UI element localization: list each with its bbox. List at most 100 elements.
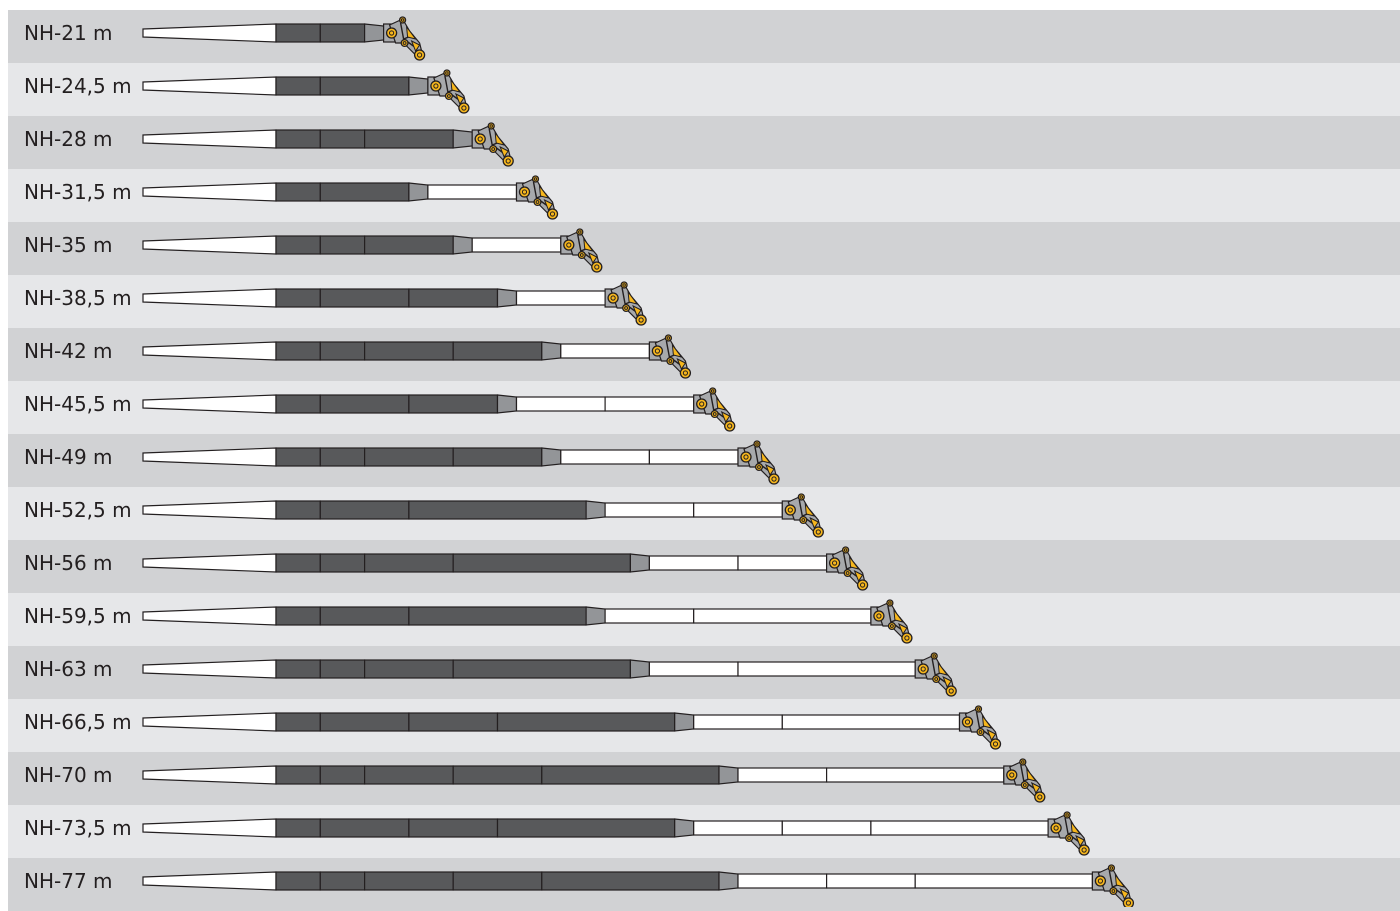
boom-length-label: NH-24,5 m xyxy=(24,74,132,98)
boom-main-section xyxy=(452,871,543,891)
boom-main-section xyxy=(319,606,410,626)
boom-row: NH-31,5 m xyxy=(8,169,1400,222)
boom-extension-section xyxy=(825,873,916,889)
boom-main-section xyxy=(408,500,587,520)
boom-drawing xyxy=(142,281,647,326)
boom-length-label: NH-66,5 m xyxy=(24,710,132,734)
boom-main-section xyxy=(541,871,720,891)
boom-length-label: NH-49 m xyxy=(24,445,113,469)
boom-drawing xyxy=(142,493,824,538)
boom-transition-section xyxy=(629,553,650,573)
boom-base-section xyxy=(142,235,277,255)
boom-main-section xyxy=(319,447,366,467)
boom-main-section xyxy=(364,659,454,679)
boom-extension-section xyxy=(560,343,650,359)
boom-main-section xyxy=(408,818,499,838)
boom-extension-section xyxy=(693,820,783,836)
boom-main-section xyxy=(275,818,321,838)
boom-base-section xyxy=(142,500,277,520)
boom-length-label: NH-35 m xyxy=(24,233,113,257)
boom-transition-section xyxy=(452,129,473,149)
boom-length-label: NH-38,5 m xyxy=(24,286,132,310)
boom-main-section xyxy=(496,712,676,732)
boom-length-label: NH-63 m xyxy=(24,657,113,681)
boom-drawing xyxy=(142,122,514,167)
boom-drawing xyxy=(142,16,426,61)
boom-extension-section xyxy=(737,555,828,571)
boom-main-section xyxy=(452,553,632,573)
boom-main-section xyxy=(319,235,366,255)
boom-base-section xyxy=(142,871,277,891)
boom-transition-section xyxy=(408,182,429,202)
boom-main-section xyxy=(319,394,410,414)
boom-transition-section xyxy=(541,341,562,361)
boom-head-sheave-icon xyxy=(740,440,780,485)
boom-head-sheave-icon xyxy=(607,281,647,326)
boom-base-section xyxy=(142,394,277,414)
boom-main-section xyxy=(319,182,410,202)
boom-main-section xyxy=(319,553,366,573)
boom-extension-section xyxy=(560,449,650,465)
boom-main-section xyxy=(541,765,720,785)
boom-drawing xyxy=(142,758,1046,803)
boom-extension-section xyxy=(693,502,783,518)
boom-base-section xyxy=(142,447,277,467)
boom-main-section xyxy=(275,871,321,891)
boom-main-section xyxy=(275,129,321,149)
boom-main-section xyxy=(319,712,410,732)
boom-transition-section xyxy=(541,447,562,467)
boom-extension-section xyxy=(693,714,783,730)
boom-main-section xyxy=(364,871,454,891)
boom-main-section xyxy=(452,659,632,679)
boom-length-label: NH-73,5 m xyxy=(24,816,132,840)
boom-extension-section xyxy=(427,184,518,200)
boom-main-section xyxy=(452,765,543,785)
boom-base-section xyxy=(142,659,277,679)
boom-drawing xyxy=(142,546,869,591)
boom-head-sheave-icon xyxy=(1050,811,1090,856)
boom-transition-section xyxy=(585,500,606,520)
boom-drawing xyxy=(142,387,736,432)
boom-base-section xyxy=(142,23,277,43)
boom-main-section xyxy=(275,606,321,626)
boom-extension-section xyxy=(737,873,828,889)
boom-head-sheave-icon xyxy=(828,546,869,591)
boom-extension-section xyxy=(648,661,739,677)
boom-main-section xyxy=(275,23,321,43)
boom-main-section xyxy=(364,765,454,785)
boom-main-section xyxy=(275,553,321,573)
boom-transition-section xyxy=(452,235,473,255)
boom-extension-section xyxy=(648,449,739,465)
boom-length-label: NH-42 m xyxy=(24,339,113,363)
boom-length-label: NH-21 m xyxy=(24,21,113,45)
boom-main-section xyxy=(319,23,366,43)
boom-head-sheave-icon xyxy=(917,652,957,697)
boom-main-section xyxy=(364,447,454,467)
boom-head-sheave-icon xyxy=(873,599,913,644)
boom-main-section xyxy=(408,288,499,308)
boom-drawing xyxy=(142,175,559,220)
boom-main-section xyxy=(319,818,410,838)
boom-drawing xyxy=(142,440,780,485)
boom-drawing xyxy=(142,334,692,379)
boom-transition-section xyxy=(629,659,650,679)
boom-drawing xyxy=(142,705,1002,750)
boom-main-section xyxy=(275,76,321,96)
boom-drawing xyxy=(142,811,1090,856)
boom-transition-section xyxy=(408,76,429,96)
boom-drawing xyxy=(142,864,1135,907)
boom-transition-section xyxy=(364,23,385,43)
boom-base-section xyxy=(142,553,277,573)
boom-main-section xyxy=(452,447,543,467)
boom-length-label: NH-77 m xyxy=(24,869,113,893)
boom-main-section xyxy=(364,235,454,255)
boom-main-section xyxy=(275,235,321,255)
boom-extension-section xyxy=(515,396,606,412)
boom-drawing xyxy=(142,228,603,273)
boom-extension-section xyxy=(604,396,695,412)
boom-main-section xyxy=(275,447,321,467)
boom-transition-section xyxy=(674,818,695,838)
boom-main-section xyxy=(364,341,454,361)
boom-length-label: NH-31,5 m xyxy=(24,180,132,204)
